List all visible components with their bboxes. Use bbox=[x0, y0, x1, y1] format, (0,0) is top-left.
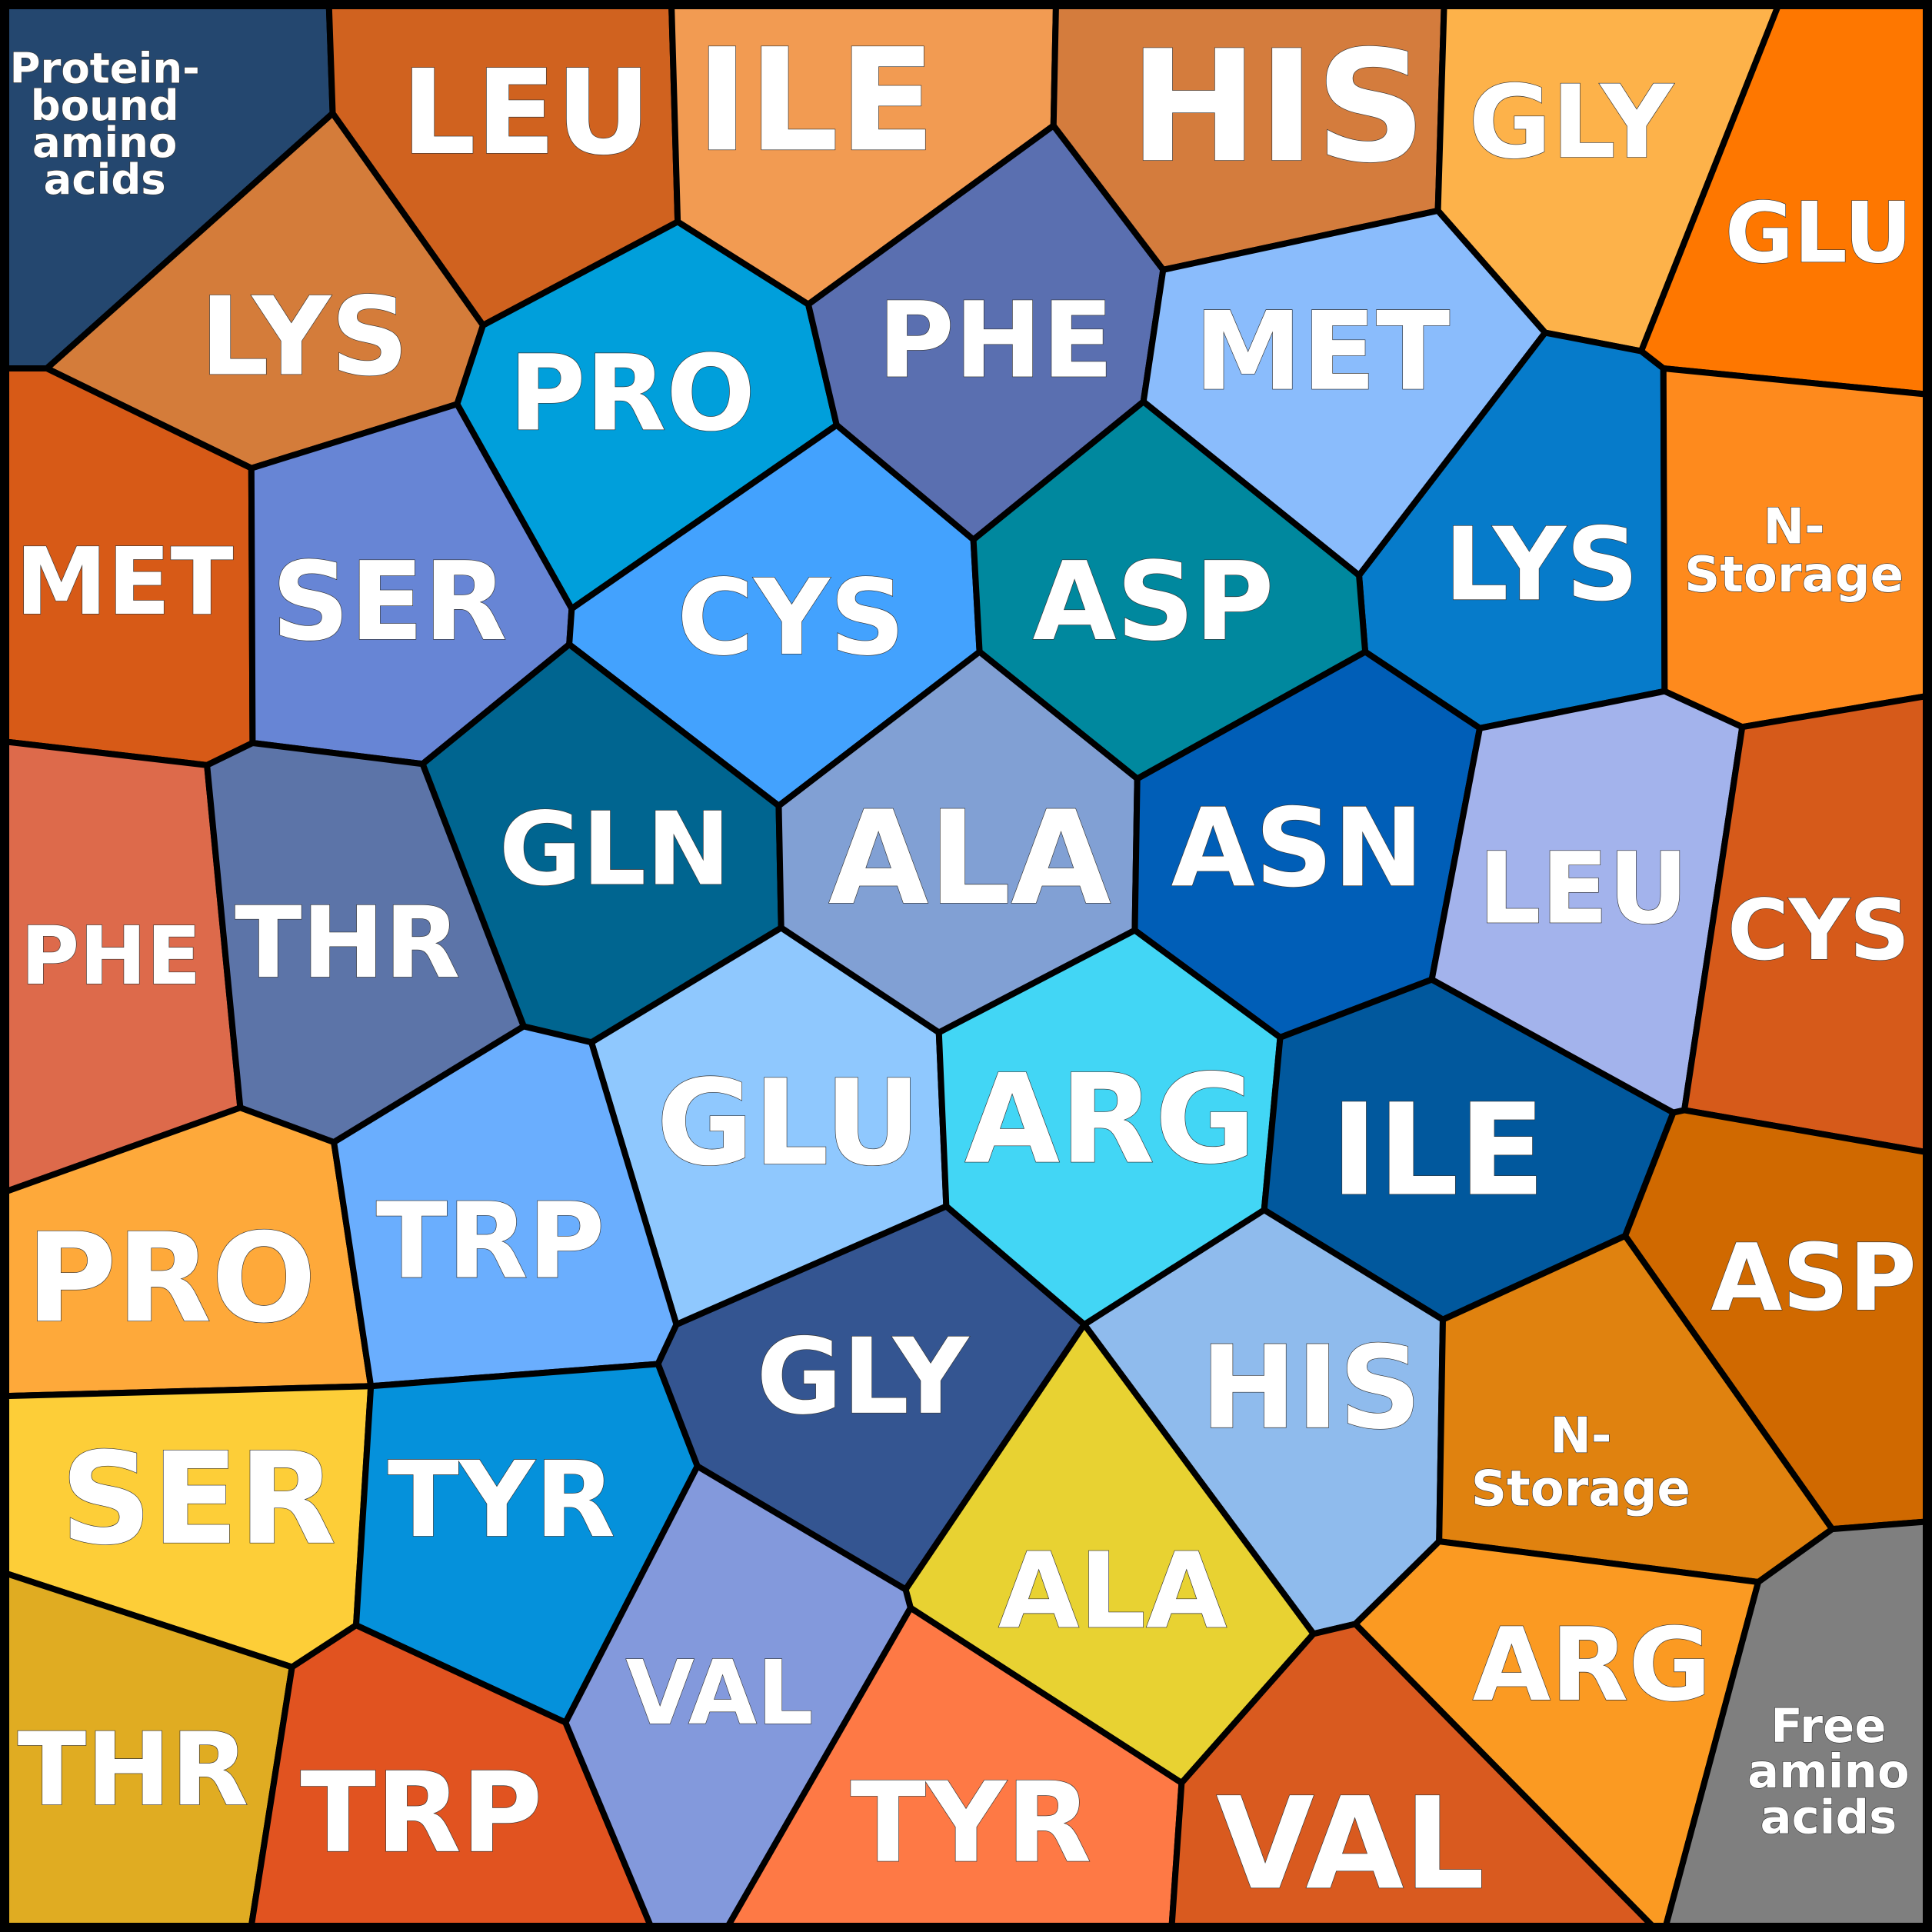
label-line: ARG bbox=[1473, 1606, 1712, 1724]
label-line: HIS bbox=[1129, 18, 1426, 197]
label-his: HIS bbox=[1201, 1322, 1421, 1455]
label-line: PHE bbox=[878, 281, 1114, 402]
label-arg: ARG bbox=[964, 1048, 1256, 1191]
label-line: GLY bbox=[756, 1317, 969, 1438]
label-gly: GLY bbox=[756, 1317, 969, 1438]
label-line: ALA bbox=[998, 1531, 1227, 1653]
label-lys: LYS bbox=[1444, 505, 1639, 623]
label-line: THR bbox=[18, 1710, 249, 1828]
label-protein-bound-amino-acids: Protein-bound amino acids bbox=[10, 44, 200, 204]
label-ile: ILE bbox=[696, 18, 936, 183]
label-line: N- bbox=[1763, 498, 1824, 555]
label-line: PHE bbox=[21, 909, 202, 1003]
label-line: GLN bbox=[499, 790, 731, 908]
label-val: VAL bbox=[1216, 1770, 1484, 1917]
label-ala: ALA bbox=[828, 783, 1111, 934]
label-line: ILE bbox=[1331, 1077, 1545, 1224]
label-met: MET bbox=[15, 528, 234, 636]
label-thr: THR bbox=[235, 886, 460, 1001]
label-line: TYR bbox=[851, 1759, 1092, 1888]
label-line: Free bbox=[1770, 1699, 1886, 1754]
label-met: MET bbox=[1194, 289, 1451, 415]
label-line: acids bbox=[1760, 1790, 1897, 1844]
label-line: SER bbox=[271, 539, 507, 665]
label-asp: ASP bbox=[1710, 1224, 1917, 1332]
label-ile: ILE bbox=[1331, 1077, 1545, 1224]
label-arg: ARG bbox=[1473, 1606, 1712, 1724]
label-tyr: TYR bbox=[851, 1759, 1092, 1888]
label-line: CYS bbox=[1727, 881, 1910, 979]
label-line: amino bbox=[32, 118, 177, 167]
label-line: GLU bbox=[657, 1054, 921, 1192]
label-line: PRO bbox=[509, 333, 755, 455]
label-thr: THR bbox=[18, 1710, 249, 1828]
label-line: PRO bbox=[26, 1206, 316, 1350]
label-cys: CYS bbox=[677, 558, 905, 679]
label-line: GLU bbox=[1725, 184, 1912, 281]
label-cys: CYS bbox=[1727, 881, 1910, 979]
label-line: ALA bbox=[828, 783, 1111, 934]
label-line: LYS bbox=[200, 275, 408, 401]
label-phe: PHE bbox=[878, 281, 1114, 402]
label-gln: GLN bbox=[499, 790, 731, 908]
label-line: VAL bbox=[1216, 1770, 1484, 1917]
label-line: N- bbox=[1550, 1408, 1611, 1465]
label-line: GLY bbox=[1469, 63, 1675, 181]
label-line: ILE bbox=[696, 18, 936, 183]
label-his: HIS bbox=[1129, 18, 1426, 197]
label-line: TYR bbox=[388, 1440, 615, 1561]
label-line: LEU bbox=[401, 45, 651, 181]
label-line: VAL bbox=[626, 1642, 814, 1745]
label-line: TRP bbox=[300, 1749, 542, 1878]
label-line: THR bbox=[235, 886, 460, 1001]
label-asn: ASN bbox=[1171, 785, 1424, 911]
label-line: ASP bbox=[1033, 539, 1274, 665]
label-line: Protein- bbox=[10, 44, 200, 93]
label-pro: PRO bbox=[26, 1206, 316, 1350]
label-ala: ALA bbox=[998, 1531, 1227, 1653]
label-line: CYS bbox=[677, 558, 905, 679]
label-line: HIS bbox=[1201, 1322, 1421, 1455]
label-line: ARG bbox=[964, 1048, 1256, 1191]
label-n-storage: N-Storage bbox=[1684, 498, 1904, 603]
label-asp: ASP bbox=[1033, 539, 1274, 665]
label-pro: PRO bbox=[509, 333, 755, 455]
label-line: ASP bbox=[1710, 1224, 1917, 1332]
label-ser: SER bbox=[61, 1425, 337, 1573]
label-line: Storage bbox=[1684, 547, 1904, 604]
label-gly: GLY bbox=[1469, 63, 1675, 181]
label-tyr: TYR bbox=[388, 1440, 615, 1561]
label-n-storage: N-Storage bbox=[1471, 1408, 1690, 1518]
label-line: amino bbox=[1747, 1744, 1909, 1799]
label-leu: LEU bbox=[1478, 832, 1688, 947]
label-ser: SER bbox=[271, 539, 507, 665]
label-glu: GLU bbox=[1725, 184, 1912, 281]
label-lys: LYS bbox=[200, 275, 408, 401]
label-line: bound bbox=[31, 81, 179, 130]
label-line: ASN bbox=[1171, 785, 1424, 911]
label-val: VAL bbox=[626, 1642, 814, 1745]
label-line: MET bbox=[1194, 289, 1451, 415]
label-line: TRP bbox=[376, 1181, 605, 1303]
label-free-amino-acids: Free amino acids bbox=[1747, 1699, 1909, 1845]
label-line: acids bbox=[44, 155, 166, 204]
label-line: SER bbox=[61, 1425, 337, 1573]
label-trp: TRP bbox=[376, 1181, 605, 1303]
label-glu: GLU bbox=[657, 1054, 921, 1192]
label-line: LYS bbox=[1444, 505, 1639, 623]
label-phe: PHE bbox=[21, 909, 202, 1003]
label-trp: TRP bbox=[300, 1749, 542, 1878]
label-line: Storage bbox=[1471, 1461, 1690, 1518]
label-line: LEU bbox=[1478, 832, 1688, 947]
label-line: MET bbox=[15, 528, 234, 636]
label-leu: LEU bbox=[401, 45, 651, 181]
